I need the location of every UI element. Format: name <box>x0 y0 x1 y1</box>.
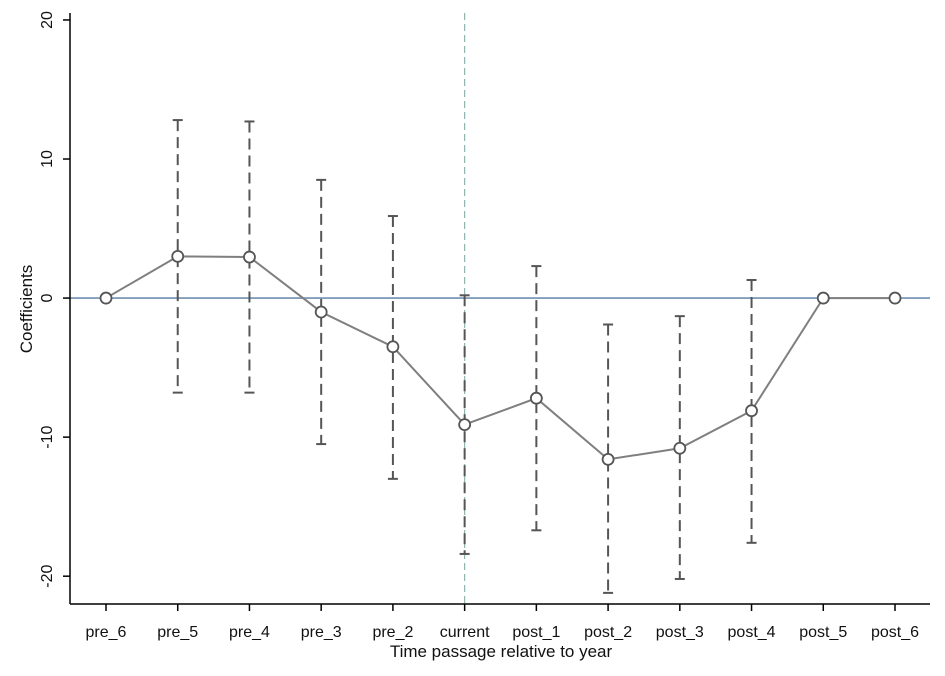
axes: -20 -10 0 10 20 pre_6 pre_5 pre_4 pre_3 pre_2 curr… <box>39 11 930 641</box>
reference-lines <box>70 13 930 604</box>
data-points <box>99 249 902 466</box>
data-point <box>745 404 758 418</box>
series-line <box>105 255 895 461</box>
x-tick-label: current <box>440 624 490 641</box>
data-point <box>314 305 328 319</box>
x-tick-label: post_3 <box>656 624 704 641</box>
x-tick-label: pre_2 <box>372 624 413 641</box>
x-tick-label: pre_3 <box>301 624 342 641</box>
y-tick-label: -20 <box>39 565 56 588</box>
data-point <box>816 291 830 305</box>
y-tick-label: -10 <box>39 425 56 448</box>
y-tick-label: 20 <box>39 11 56 29</box>
data-point <box>529 391 543 405</box>
data-point <box>171 249 185 263</box>
y-tick-label: 0 <box>39 294 56 303</box>
data-point <box>673 441 687 455</box>
data-point <box>243 250 256 264</box>
x-tick-label: post_6 <box>871 624 919 641</box>
y-tick-label: 10 <box>39 150 56 168</box>
data-point <box>601 452 615 466</box>
coefficient-line <box>105 255 895 461</box>
x-tick-label: post_1 <box>512 624 560 641</box>
data-point <box>99 291 113 305</box>
data-point <box>888 291 902 305</box>
y-axis-title: Coefficients <box>17 265 36 354</box>
x-tick-label: post_2 <box>584 624 632 641</box>
data-point <box>458 418 472 432</box>
x-tick-label: pre_5 <box>157 624 198 641</box>
x-tick-label: post_4 <box>728 624 776 641</box>
x-tick-label: post_5 <box>799 624 847 641</box>
x-tick-label: pre_6 <box>86 624 127 641</box>
data-point <box>386 340 400 354</box>
x-tick-label: pre_4 <box>229 624 270 641</box>
x-axis-title: Time passage relative to year <box>390 642 613 661</box>
